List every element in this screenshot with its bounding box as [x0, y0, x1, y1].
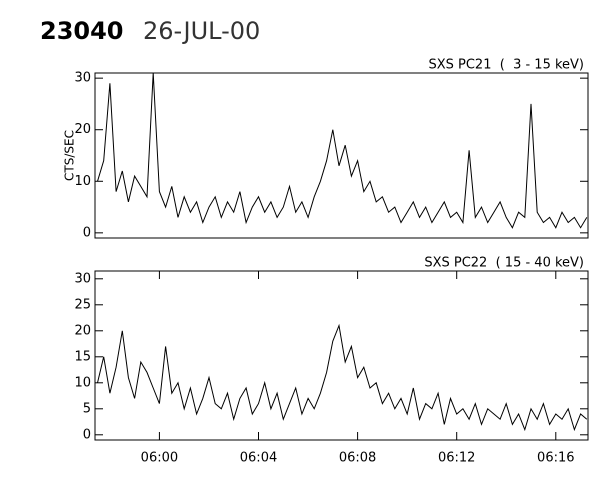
y-tick-label: 10: [74, 375, 91, 390]
x-tick-label: 06:00: [141, 451, 178, 466]
y-tick-label: 20: [74, 323, 91, 338]
x-tick-label: 06:04: [240, 451, 277, 466]
panel-title: SXS PC22 ( 15 - 40 keV): [424, 256, 584, 271]
y-tick-label: 0: [83, 225, 91, 240]
y-tick-label: 30: [74, 271, 91, 286]
y-tick-label: 20: [74, 122, 91, 137]
panel-title: SXS PC21 ( 3 - 15 keV): [428, 58, 584, 73]
y-tick-label: 25: [74, 297, 91, 312]
y-tick-label: 10: [74, 174, 91, 189]
header-date: 26-JUL-00: [143, 17, 260, 45]
y-tick-label: 0: [83, 427, 91, 442]
y-tick-label: 5: [83, 401, 91, 416]
y-tick-label: 30: [74, 71, 91, 86]
y-tick-label: 15: [74, 349, 91, 364]
x-tick-label: 06:16: [537, 451, 574, 466]
y-axis-label: CTS/SEC: [63, 130, 77, 181]
plot-frame: [94, 270, 589, 441]
data-line: [97, 323, 588, 432]
x-tick-label: 06:08: [339, 451, 376, 466]
plot-frame: [94, 72, 589, 239]
x-tick-label: 06:12: [438, 451, 475, 466]
data-line: [97, 72, 588, 229]
header-id: 23040: [40, 17, 124, 45]
